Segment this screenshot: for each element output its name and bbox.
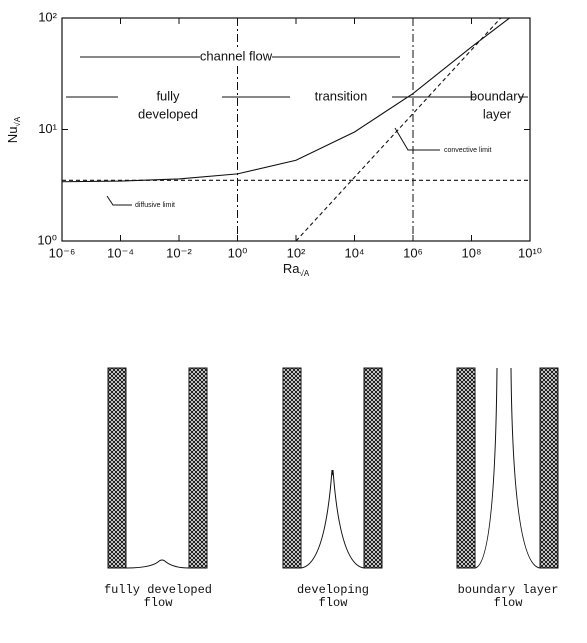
chart: 10² 10¹ 10⁰ 10¹⁰ 10⁸ 10⁶ 10⁴ 10² 10⁰ 10⁻² 10⁻⁴ 10⁻⁶… [5,9,542,278]
annotation: convective limit [444,147,492,154]
annotation: boundary [470,88,525,103]
y-tick-label: 10² [38,9,57,24]
x-tick-label: 10⁸ [462,245,482,260]
x-tick-label: 10² [287,245,306,260]
wall [539,367,559,569]
y-tick-label: 10¹ [38,121,57,136]
diagrams [107,367,559,569]
profile [300,469,365,569]
label-bg [205,48,267,66]
series-line [62,18,510,183]
annotation: diffusive limit [135,202,175,209]
series-group [62,18,530,241]
y-axis-label: Nu√A [5,116,22,143]
wall [107,367,127,569]
wall [282,367,302,569]
annotation: fully [156,88,180,103]
label-bg [292,88,390,106]
x-tick-label: 10¹⁰ [518,245,542,260]
plot-frame [61,17,531,242]
x-axis-label: Ra√A [283,261,310,278]
diagram-label: developing [297,583,369,597]
x-tick-label: 10⁻⁶ [49,245,76,260]
annotation: layer [483,106,512,121]
profile [474,367,541,569]
x-tick-label: 10⁻⁴ [107,245,134,260]
annotation: developed [138,106,198,121]
y-tick-label: 10⁰ [37,232,57,247]
diagram-label: boundary layer [458,583,559,597]
profile [125,559,190,569]
series-line [295,18,502,241]
x-tick-label: 10⁴ [344,245,364,260]
annotation: transition [315,88,368,103]
label-bg [477,88,519,106]
x-tick-label: 10⁶ [403,245,423,260]
diagram-labels: fully developed flow developing flow bou… [104,583,558,610]
diagram-label: fully developed [104,583,212,597]
wall [456,367,476,569]
diagram-label: flow [144,596,174,610]
x-tick-label: 10⁻² [166,245,192,260]
diagram-label: flow [494,596,524,610]
annotation-lines [66,56,528,206]
diagram-label: flow [319,596,349,610]
x-tick-label: 10⁰ [228,245,248,260]
wall [363,367,383,569]
annotation: channel flow [200,48,273,63]
wall [188,367,208,569]
